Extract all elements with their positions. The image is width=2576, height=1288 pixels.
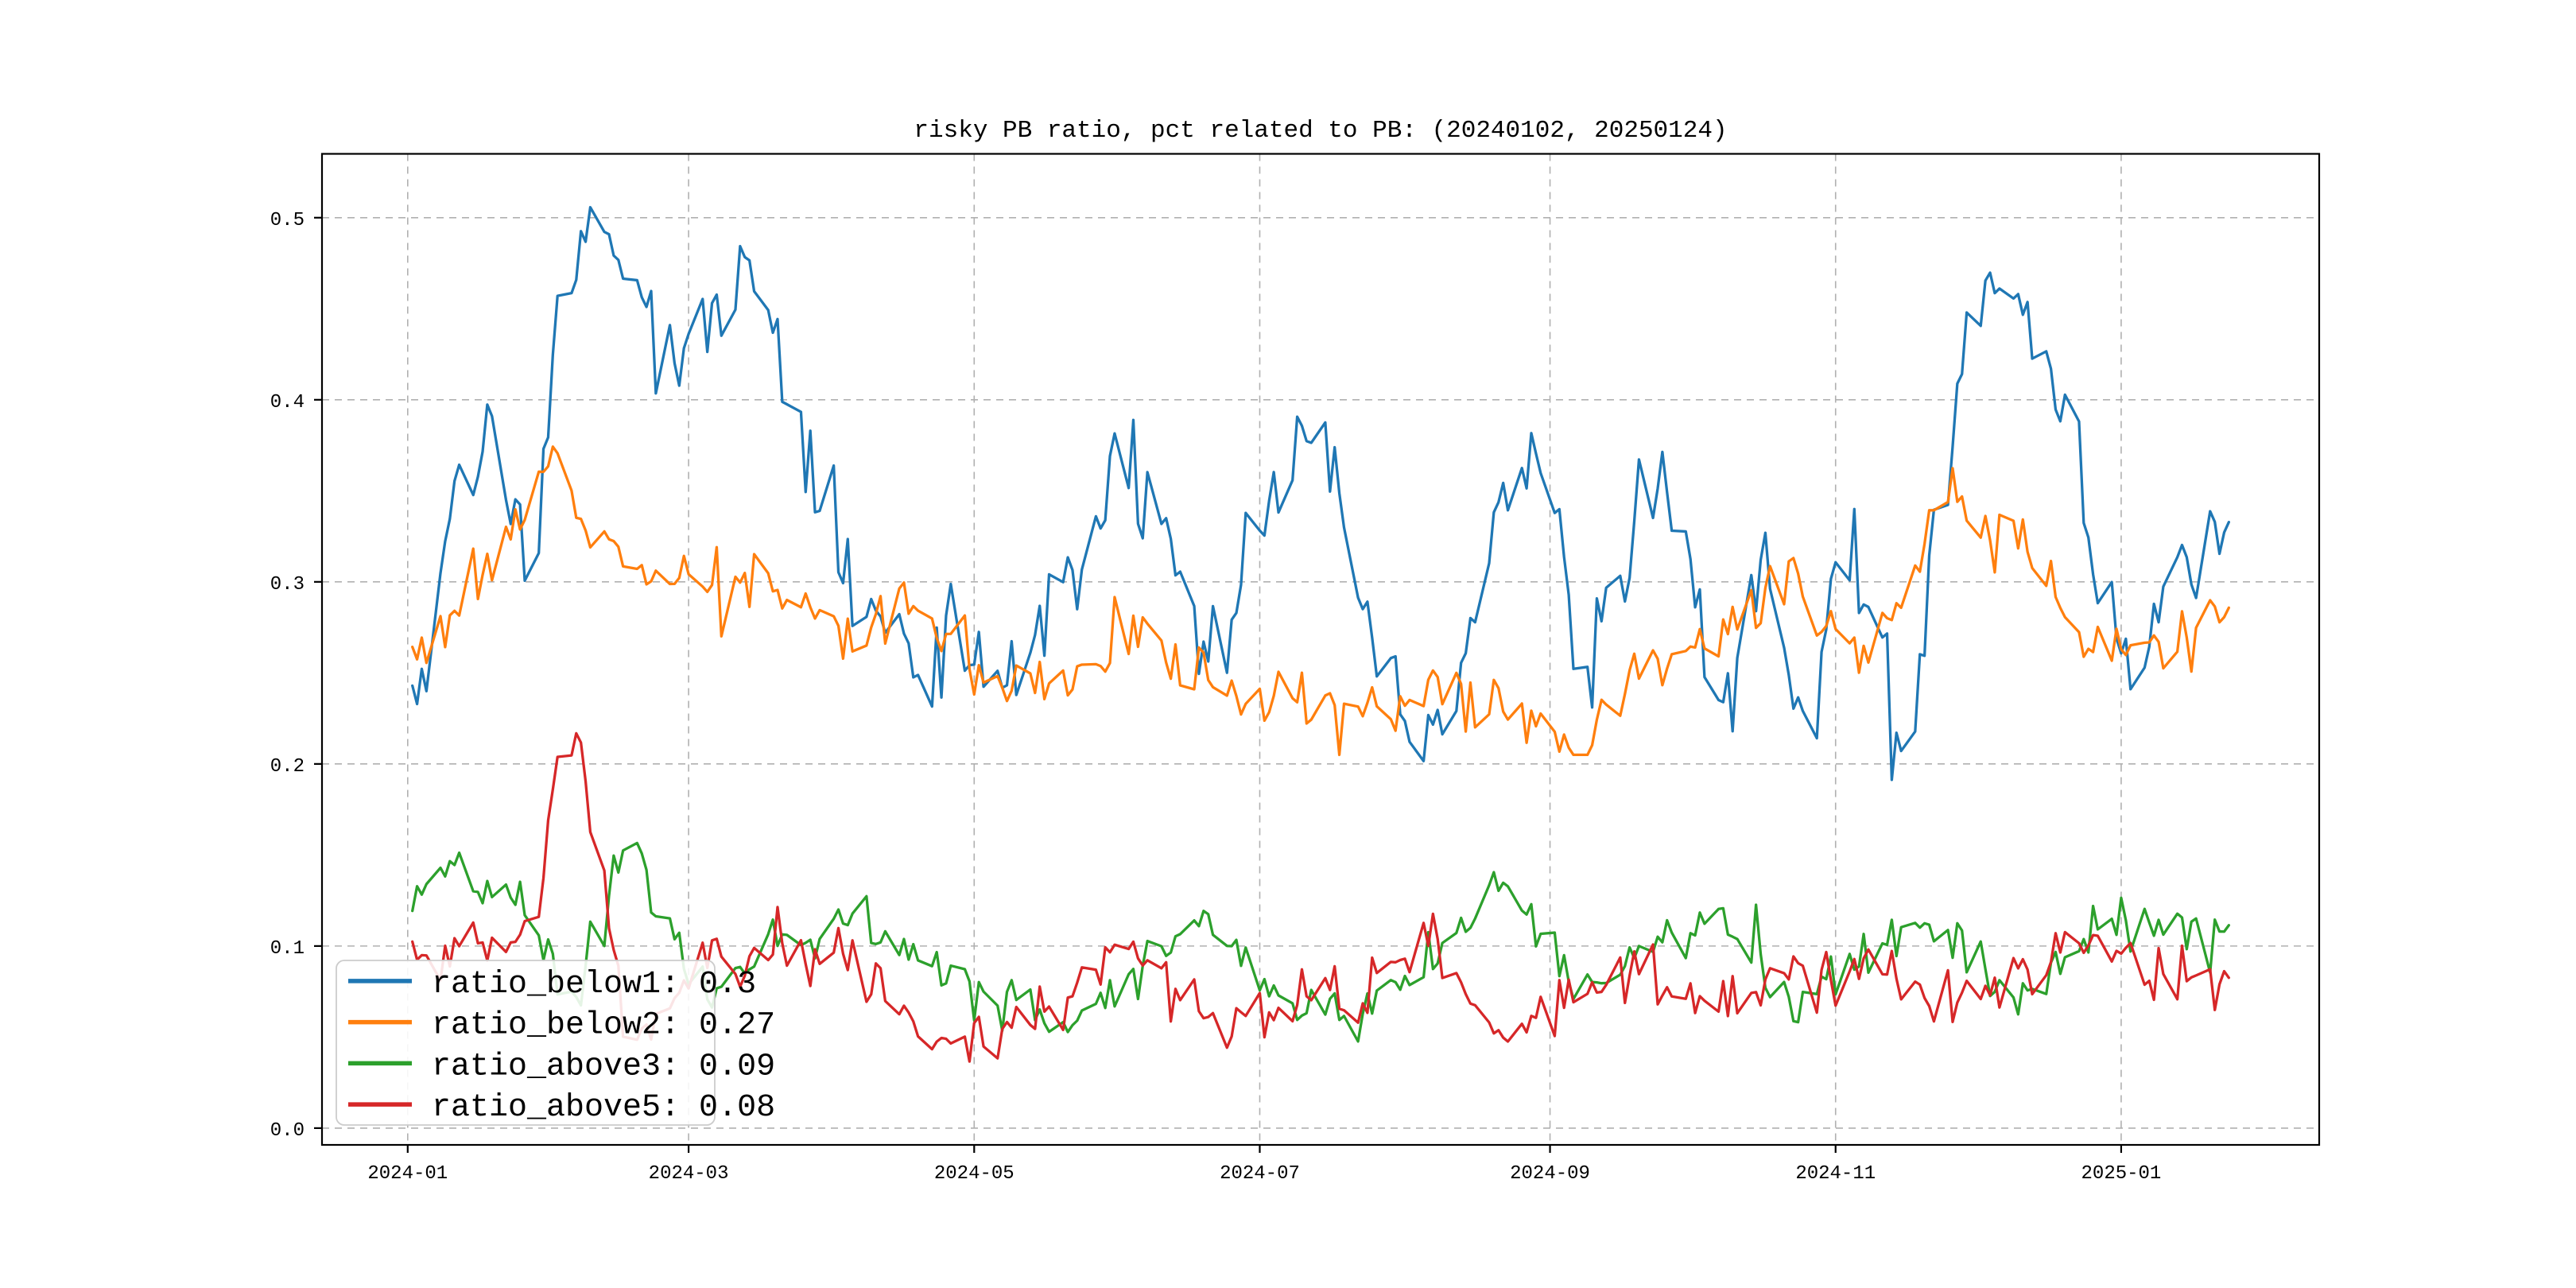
svg-text:2025-01: 2025-01 xyxy=(2081,1163,2162,1185)
svg-text:ratio_below1: 0.3: ratio_below1: 0.3 xyxy=(432,967,756,1003)
svg-text:2024-11: 2024-11 xyxy=(1795,1163,1876,1185)
svg-text:2024-07: 2024-07 xyxy=(1220,1163,1300,1185)
svg-text:2024-03: 2024-03 xyxy=(649,1163,729,1185)
svg-text:0.2: 0.2 xyxy=(270,756,305,778)
svg-text:ratio_below2: 0.27: ratio_below2: 0.27 xyxy=(432,1008,775,1044)
svg-text:2024-01: 2024-01 xyxy=(367,1163,448,1185)
svg-text:0.0: 0.0 xyxy=(270,1120,305,1142)
svg-text:0.1: 0.1 xyxy=(270,938,305,960)
svg-text:2024-05: 2024-05 xyxy=(934,1163,1014,1185)
svg-text:ratio_above3: 0.09: ratio_above3: 0.09 xyxy=(432,1049,775,1084)
svg-text:0.5: 0.5 xyxy=(270,210,305,231)
svg-text:ratio_above5: 0.08: ratio_above5: 0.08 xyxy=(432,1090,775,1126)
svg-text:2024-09: 2024-09 xyxy=(1510,1163,1590,1185)
svg-text:0.4: 0.4 xyxy=(270,392,305,413)
svg-text:0.3: 0.3 xyxy=(270,574,305,596)
svg-text:risky PB ratio, pct related to: risky PB ratio, pct related to PB: (2024… xyxy=(914,117,1727,145)
